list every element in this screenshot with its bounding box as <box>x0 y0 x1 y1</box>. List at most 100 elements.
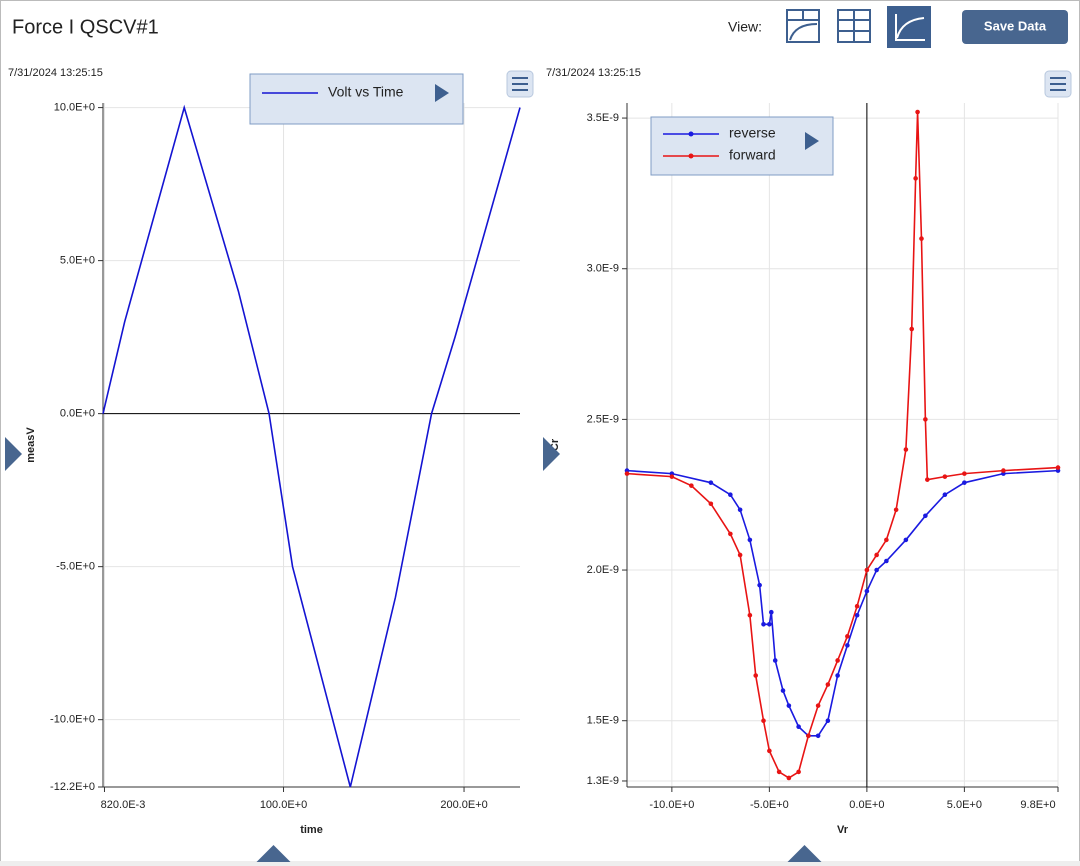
x-tick-label: -10.0E+0 <box>649 799 694 811</box>
data-point <box>737 507 743 513</box>
view-chart[interactable] <box>887 6 931 48</box>
timestamp: 7/31/2024 13:25:15 <box>546 67 641 79</box>
data-point <box>874 552 879 558</box>
data-point <box>815 733 821 739</box>
data-point <box>780 688 786 693</box>
data-point <box>942 474 948 479</box>
data-point <box>925 477 930 482</box>
side-toggle[interactable] <box>5 437 22 471</box>
data-point <box>624 471 630 476</box>
data-point <box>757 582 762 588</box>
legend-label: reverse <box>729 125 776 141</box>
data-point <box>909 326 915 332</box>
data-point <box>815 703 821 708</box>
data-point <box>806 733 811 739</box>
save-label[interactable]: Save Data <box>984 18 1047 33</box>
y-tick-label: 1.5E-9 <box>587 715 619 727</box>
x-tick-label: 5.0E+0 <box>947 799 982 811</box>
data-point <box>923 417 928 422</box>
data-point <box>669 474 675 479</box>
data-point <box>728 492 733 498</box>
x-tick-label: 0.0E+0 <box>849 799 884 811</box>
series-line <box>626 112 1059 779</box>
y-tick-label: 3.5E-9 <box>587 112 619 124</box>
data-point <box>689 483 694 488</box>
y-tick-label: 3.0E-9 <box>587 263 619 275</box>
data-point <box>796 769 801 775</box>
y-tick-label: -5.0E+0 <box>56 561 95 573</box>
data-point <box>825 682 831 687</box>
y-axis-label: measV <box>25 427 37 463</box>
data-point <box>776 769 782 775</box>
x-tick-label: 820.0E-3 <box>101 799 146 811</box>
data-point <box>747 612 753 618</box>
legend-label: Volt vs Time <box>328 84 404 100</box>
y-tick-label: 2.5E-9 <box>587 413 619 425</box>
data-point <box>962 480 967 485</box>
data-point <box>772 658 778 663</box>
data-point <box>786 703 792 708</box>
data-point <box>845 634 850 639</box>
data-point <box>825 718 831 724</box>
view-split[interactable] <box>786 9 820 43</box>
data-point <box>708 480 714 485</box>
y-tick-label: 0.0E+0 <box>60 408 95 420</box>
y-tick-label: 1.3E-9 <box>587 775 619 787</box>
data-point <box>753 673 759 678</box>
legend-label: forward <box>729 147 776 163</box>
data-point <box>923 513 928 519</box>
data-point <box>942 492 948 498</box>
side-toggle[interactable] <box>543 437 560 471</box>
data-point <box>903 537 909 543</box>
data-point <box>728 531 733 537</box>
series-line <box>102 104 521 788</box>
data-point <box>761 621 766 627</box>
data-point <box>854 612 860 618</box>
data-point <box>769 609 774 615</box>
data-point <box>737 552 743 558</box>
y-tick-label: 5.0E+0 <box>60 255 95 267</box>
data-point <box>761 718 766 724</box>
bottom-toggle[interactable] <box>256 845 291 862</box>
data-point <box>767 748 772 754</box>
legend <box>249 73 464 125</box>
data-point <box>835 658 840 663</box>
data-point <box>913 176 918 181</box>
data-point <box>747 537 753 543</box>
data-point <box>893 507 899 513</box>
legend-marker <box>688 153 694 159</box>
data-point <box>1055 465 1061 470</box>
legend-toggle[interactable] <box>435 84 449 102</box>
data-point <box>767 621 772 627</box>
x-tick-label: -5.0E+0 <box>750 799 789 811</box>
legend-marker <box>688 131 694 137</box>
view-table[interactable] <box>837 9 871 43</box>
view-label: View: <box>728 19 762 35</box>
data-point <box>708 501 714 507</box>
page-title: Force I QSCV#1 <box>12 16 159 38</box>
data-point <box>854 603 860 609</box>
data-point <box>1001 468 1006 473</box>
y-tick-label: 2.0E-9 <box>587 564 619 576</box>
x-tick-label: 200.0E+0 <box>440 799 487 811</box>
timestamp: 7/31/2024 13:25:15 <box>8 67 103 79</box>
legend <box>650 116 834 176</box>
data-point <box>919 236 924 241</box>
footer-bar <box>0 861 1080 866</box>
x-tick-label: 100.0E+0 <box>260 799 307 811</box>
bottom-toggle[interactable] <box>787 845 822 862</box>
y-tick-label: -10.0E+0 <box>50 714 95 726</box>
x-tick-label: 9.8E+0 <box>1020 799 1055 811</box>
plot-area <box>627 103 1058 787</box>
data-point <box>903 447 909 452</box>
data-point <box>864 588 870 594</box>
data-point <box>786 775 792 781</box>
data-point <box>874 567 879 573</box>
data-point <box>845 643 850 648</box>
x-axis-label: Vr <box>837 824 849 836</box>
save-button[interactable]: Save Data <box>962 10 1068 44</box>
data-point <box>915 109 920 115</box>
legend-toggle[interactable] <box>805 132 819 150</box>
data-point <box>835 673 840 678</box>
y-tick-label: 10.0E+0 <box>54 101 95 113</box>
